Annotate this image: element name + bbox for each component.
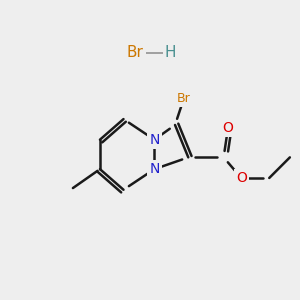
Text: N: N <box>149 162 160 176</box>
Text: Br: Br <box>127 45 144 60</box>
Text: Br: Br <box>177 92 191 105</box>
Text: O: O <box>223 121 233 135</box>
Text: H: H <box>165 45 176 60</box>
Text: N: N <box>149 133 160 147</box>
Text: O: O <box>236 171 247 185</box>
